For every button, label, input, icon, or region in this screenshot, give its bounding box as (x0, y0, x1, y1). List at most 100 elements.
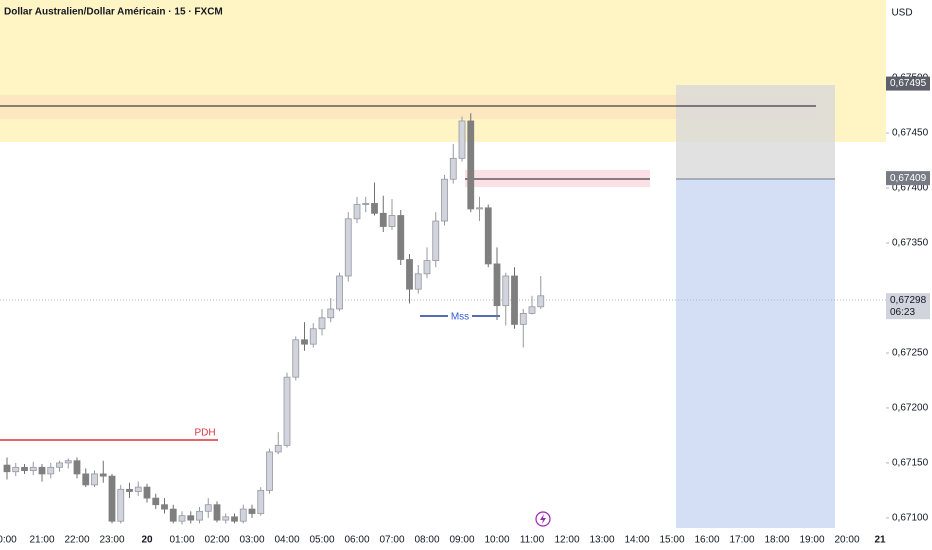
price-axis (886, 0, 932, 550)
candle-body (344, 218, 352, 277)
candle-body (257, 490, 265, 514)
pdh-label: PDH (194, 428, 215, 439)
candle-body (266, 451, 273, 491)
candle-body (379, 212, 387, 227)
y-tick-label: 0,67400 (892, 183, 929, 194)
candle-body (239, 508, 247, 522)
price-label: 0,67495 (890, 78, 927, 89)
x-tick-label: 18:00 (764, 535, 789, 546)
x-tick-label: 05:00 (309, 535, 334, 546)
candle-body (3, 464, 11, 473)
event-icon[interactable] (535, 511, 551, 527)
price-label-box (886, 293, 930, 320)
candle-body (476, 207, 483, 210)
candle-body (292, 339, 300, 378)
candle-body (318, 317, 326, 330)
x-tick-label: 23:00 (99, 535, 124, 546)
x-tick-label: 14:00 (624, 535, 649, 546)
drawings: PDH Mss (0, 0, 886, 528)
x-tick-label: 11:00 (520, 535, 545, 546)
x-tick-label: 04:00 (274, 535, 299, 546)
candle-body (274, 444, 282, 453)
x-tick-label: 07:00 (379, 535, 404, 546)
candle-body (29, 466, 37, 472)
candle-body (493, 263, 501, 307)
candle-body (143, 486, 151, 499)
candle-body (397, 215, 405, 260)
candle-body (91, 473, 98, 486)
candle-body (537, 295, 545, 308)
mss-label: Mss (451, 312, 469, 323)
candle-body (222, 516, 230, 521)
candle-body (196, 510, 203, 521)
candle-body (336, 275, 343, 310)
candle-body (178, 515, 186, 522)
candle-body (423, 260, 431, 275)
candle-body (528, 306, 536, 314)
x-tick-label: 19:00 (799, 535, 824, 546)
x-tick-label: 03:00 (239, 535, 264, 546)
y-tick-label: 0,67100 (892, 513, 929, 524)
x-tick-label: 20 (141, 535, 153, 546)
candle-body (519, 312, 527, 325)
candle-body (126, 488, 133, 492)
candle-body (458, 120, 466, 159)
countdown: 06:23 (890, 307, 915, 318)
x-tick-label: 13:00 (589, 535, 614, 546)
candle-body (449, 157, 457, 180)
y-tick-label: 0,67200 (892, 403, 929, 414)
x-tick-label: 16:00 (694, 535, 719, 546)
x-tick-label: 22:00 (64, 535, 89, 546)
candle-body (187, 515, 195, 521)
candle-body (432, 220, 440, 262)
price-label-box (886, 171, 930, 186)
x-tick-label: 20:00 (834, 535, 859, 546)
x-tick-label: 21:00 (29, 535, 54, 546)
candle-body (204, 504, 212, 512)
candle-body (134, 486, 142, 492)
candle-body (414, 273, 422, 290)
stop-zone (676, 85, 835, 179)
candle-body (169, 508, 177, 522)
candle-body (73, 460, 81, 475)
candle-body (301, 339, 308, 345)
candle-body (99, 473, 107, 477)
currency-label: USD (891, 8, 912, 19)
price-label-box (886, 76, 930, 91)
candle-body (309, 328, 317, 345)
candle-body (12, 466, 20, 473)
x-tick-label: 0:00 (0, 535, 17, 546)
candle-body (467, 120, 475, 210)
x-tick-label: 09:00 (449, 535, 474, 546)
candle-body (441, 178, 448, 222)
candle-body (82, 473, 90, 486)
x-tick-label: 12:00 (554, 535, 579, 546)
candle-body (56, 462, 63, 468)
x-tick-label: 08:00 (414, 535, 439, 546)
y-tick-label: 0,67250 (892, 348, 929, 359)
candle-body (64, 460, 72, 464)
candle-body (213, 504, 221, 521)
y-tick-label: 0,67350 (892, 238, 929, 249)
y-tick-label: 0,67150 (892, 458, 929, 469)
candles (3, 113, 545, 525)
candle-body (21, 466, 28, 472)
x-tick-label: 01:00 (169, 535, 194, 546)
x-tick-label: 10:00 (484, 535, 509, 546)
candle-body (327, 308, 335, 319)
candle-body (353, 204, 361, 220)
candle-body (47, 466, 55, 475)
x-tick-label: 17:00 (729, 535, 754, 546)
event-bolt (540, 514, 546, 524)
candle-body (108, 475, 116, 522)
candle-body (231, 516, 238, 522)
candle-body (388, 215, 396, 227)
x-tick-label: 06:00 (344, 535, 369, 546)
y-tick-label: 0,67450 (892, 128, 929, 139)
x-tick-label: 21 (874, 535, 886, 546)
candle-body (502, 275, 510, 307)
candle-body (371, 203, 378, 214)
x-tick-label: 15:00 (659, 535, 684, 546)
candle-body (248, 508, 256, 514)
